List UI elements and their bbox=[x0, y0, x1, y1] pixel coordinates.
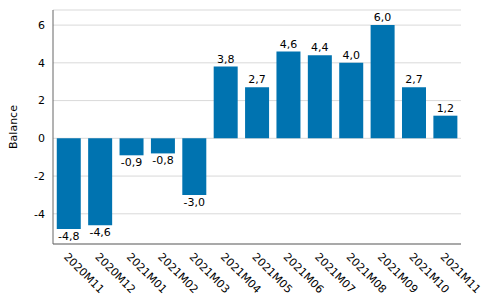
svg-text:2021M04: 2021M04 bbox=[218, 250, 264, 296]
svg-text:4: 4 bbox=[38, 57, 45, 70]
svg-text:2,7: 2,7 bbox=[405, 73, 423, 86]
svg-text:0: 0 bbox=[38, 132, 45, 145]
svg-text:2,7: 2,7 bbox=[248, 73, 266, 86]
svg-text:-4,6: -4,6 bbox=[89, 226, 110, 239]
svg-text:2020M11: 2020M11 bbox=[61, 250, 107, 296]
svg-text:2020M12: 2020M12 bbox=[92, 250, 138, 296]
svg-text:2021M10: 2021M10 bbox=[406, 250, 452, 296]
svg-text:2021M08: 2021M08 bbox=[343, 250, 390, 296]
svg-text:-0,9: -0,9 bbox=[121, 156, 142, 169]
svg-text:Balance: Balance bbox=[8, 105, 20, 149]
svg-text:1,2: 1,2 bbox=[437, 102, 455, 115]
svg-text:-3,0: -3,0 bbox=[184, 196, 205, 209]
svg-text:-2: -2 bbox=[34, 170, 45, 183]
svg-text:2021M07: 2021M07 bbox=[312, 250, 358, 296]
svg-text:2021M01: 2021M01 bbox=[123, 250, 170, 296]
svg-text:-4: -4 bbox=[34, 208, 45, 221]
svg-text:2021M02: 2021M02 bbox=[155, 250, 201, 296]
svg-text:3,8: 3,8 bbox=[217, 53, 235, 66]
svg-text:2021M05: 2021M05 bbox=[249, 250, 295, 296]
svg-text:4,0: 4,0 bbox=[342, 49, 360, 62]
svg-text:2021M06: 2021M06 bbox=[280, 250, 327, 296]
svg-text:2021M11: 2021M11 bbox=[438, 250, 483, 296]
svg-text:6,0: 6,0 bbox=[374, 11, 392, 24]
svg-text:6: 6 bbox=[38, 19, 45, 32]
svg-text:-0,8: -0,8 bbox=[152, 154, 173, 167]
svg-text:-4,8: -4,8 bbox=[58, 230, 79, 243]
svg-text:2021M03: 2021M03 bbox=[186, 250, 233, 296]
svg-text:2021M09: 2021M09 bbox=[374, 250, 421, 296]
svg-text:4,6: 4,6 bbox=[280, 38, 298, 51]
svg-text:2: 2 bbox=[38, 94, 45, 107]
svg-text:4,4: 4,4 bbox=[311, 41, 329, 54]
